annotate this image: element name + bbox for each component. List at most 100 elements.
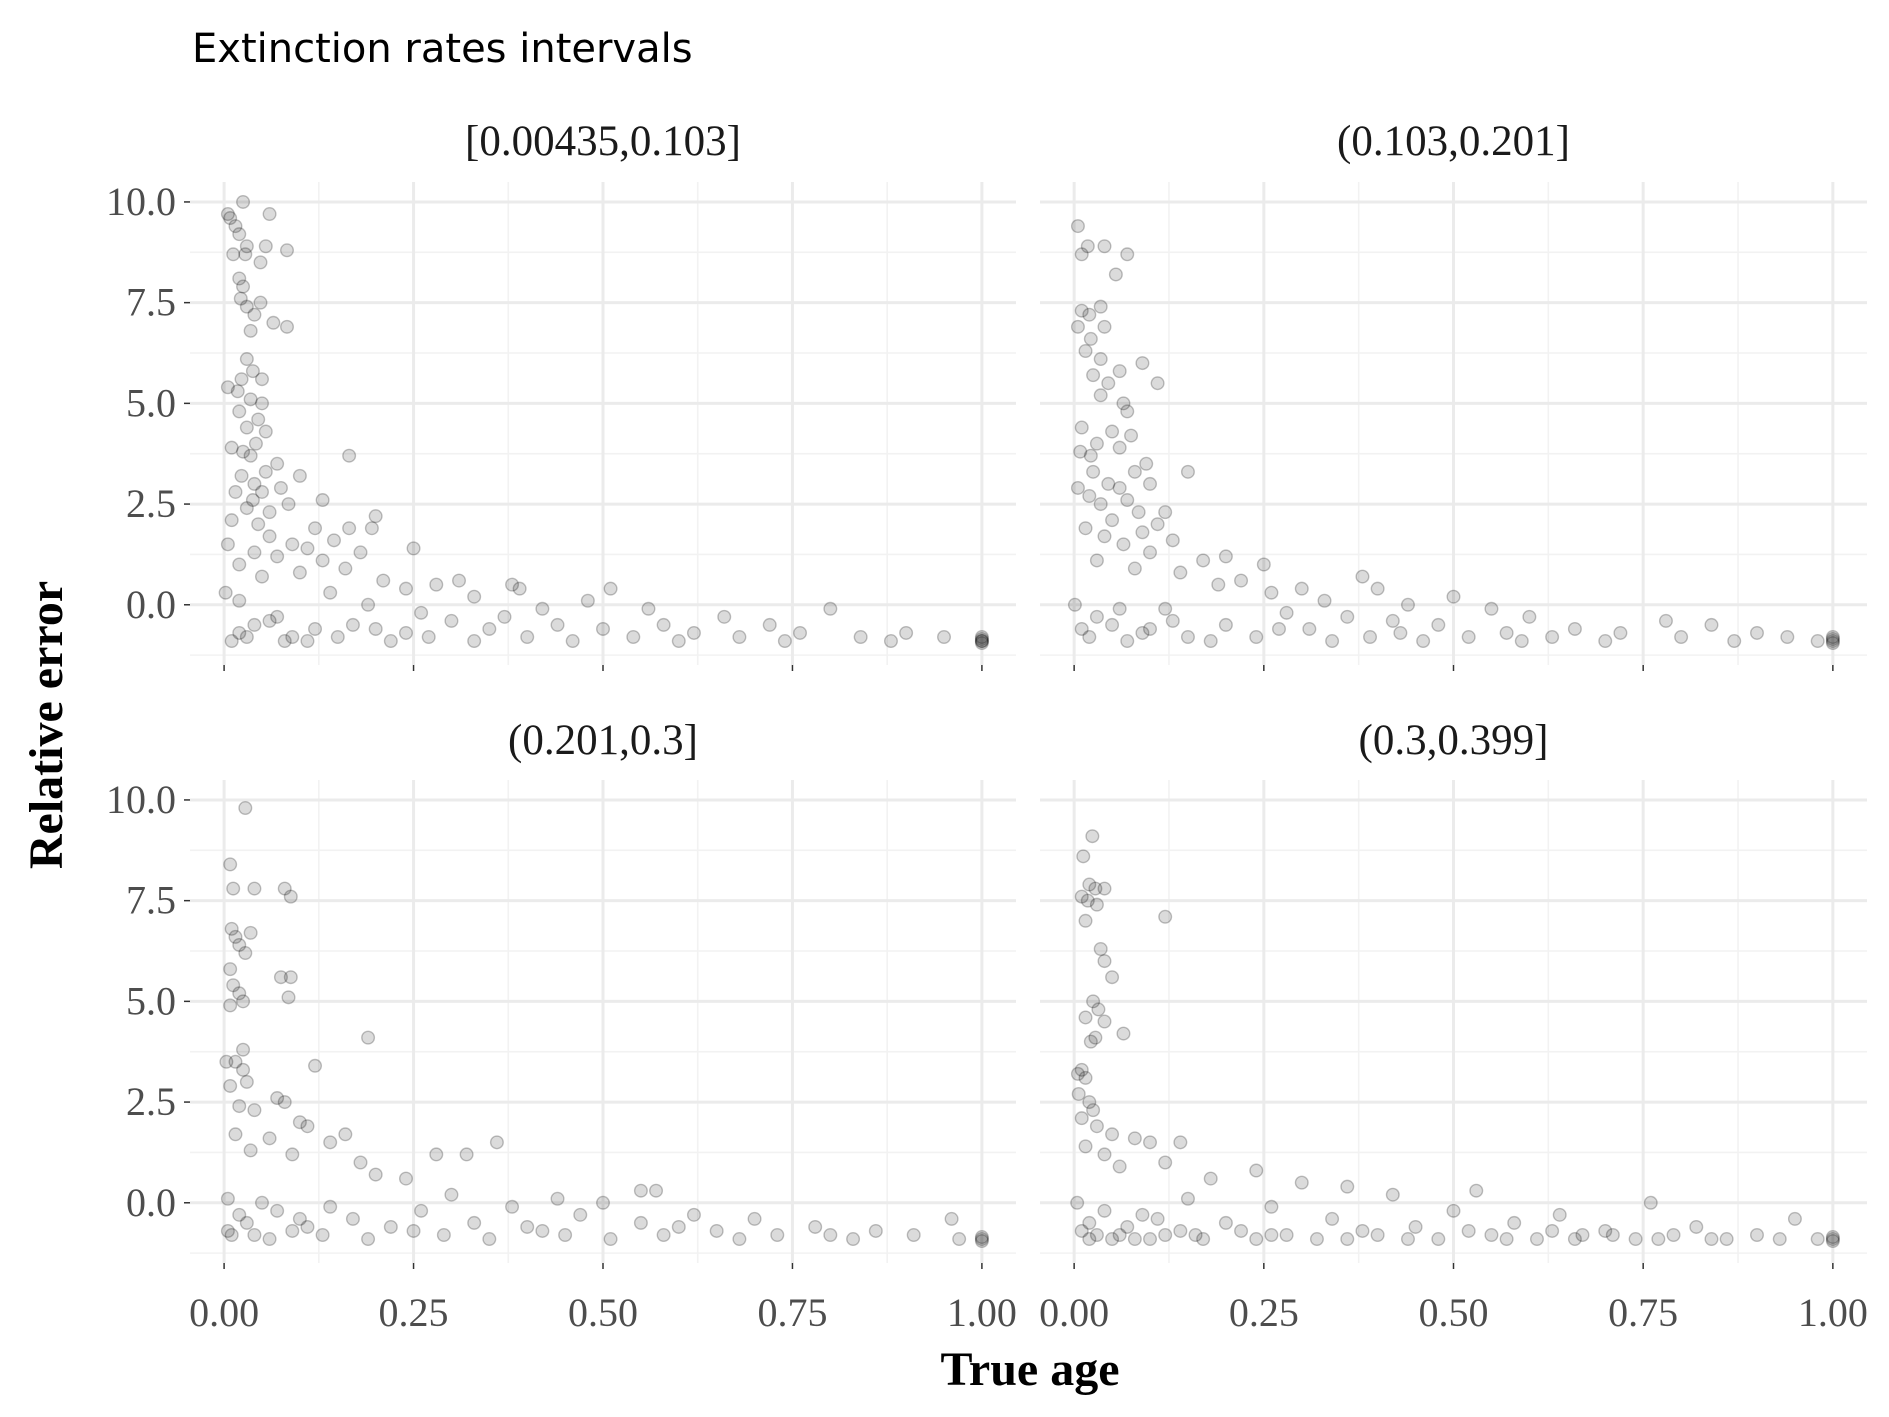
data-point xyxy=(1393,625,1408,640)
data-point xyxy=(315,1228,330,1243)
data-point xyxy=(285,1147,300,1162)
data-point xyxy=(656,617,671,632)
data-point xyxy=(596,1195,611,1210)
data-point xyxy=(520,1219,535,1234)
data-point xyxy=(550,1191,565,1206)
data-point xyxy=(247,307,262,322)
data-point xyxy=(315,553,330,568)
data-point xyxy=(1173,1223,1188,1238)
x-tick-label: 0.25 xyxy=(379,1290,449,1335)
data-point xyxy=(292,565,307,580)
data-point xyxy=(1249,1232,1264,1247)
data-point xyxy=(285,1223,300,1238)
x-axis-title: True age xyxy=(940,1343,1119,1396)
y-tick-label: 5.0 xyxy=(126,978,176,1023)
data-point xyxy=(283,970,298,985)
data-point xyxy=(223,962,238,977)
data-point xyxy=(239,239,254,254)
data-point xyxy=(270,456,285,471)
data-point xyxy=(224,513,239,528)
data-point xyxy=(1086,464,1101,479)
data-point xyxy=(1082,1095,1097,1110)
data-point xyxy=(1127,464,1142,479)
data-point xyxy=(1484,1228,1499,1243)
data-point xyxy=(906,1228,921,1243)
data-point xyxy=(1108,267,1123,282)
x-tick-label: 0.25 xyxy=(1229,1290,1299,1335)
data-point xyxy=(1325,634,1340,649)
panel-points xyxy=(218,194,989,651)
data-point xyxy=(974,1230,989,1245)
data-point xyxy=(326,533,341,548)
data-point xyxy=(1105,424,1120,439)
data-point xyxy=(770,1228,785,1243)
data-point xyxy=(232,593,247,608)
data-point xyxy=(603,581,618,596)
data-point xyxy=(368,1167,383,1182)
data-point xyxy=(243,323,258,338)
data-point xyxy=(512,581,527,596)
data-point xyxy=(1234,573,1249,588)
data-point xyxy=(281,497,296,512)
data-point xyxy=(292,1115,307,1130)
data-point xyxy=(248,436,263,451)
data-point xyxy=(1093,941,1108,956)
data-point xyxy=(1086,994,1101,1009)
data-point xyxy=(1173,565,1188,580)
data-point xyxy=(1605,1228,1620,1243)
data-point xyxy=(224,1228,239,1243)
data-point xyxy=(1385,1187,1400,1202)
data-point xyxy=(1070,319,1085,334)
data-point xyxy=(251,517,266,532)
data-point xyxy=(1097,239,1112,254)
data-point xyxy=(808,1219,823,1234)
data-point xyxy=(224,634,239,649)
data-point xyxy=(270,549,285,564)
data-point xyxy=(1139,456,1154,471)
data-point xyxy=(254,569,269,584)
data-point xyxy=(626,630,641,645)
data-point xyxy=(899,625,914,640)
data-point xyxy=(1431,1232,1446,1247)
data-point xyxy=(1188,1228,1203,1243)
data-point xyxy=(686,625,701,640)
data-point xyxy=(383,1219,398,1234)
data-point xyxy=(1143,1232,1158,1247)
data-point xyxy=(220,537,235,552)
data-point xyxy=(1143,545,1158,560)
data-point xyxy=(974,636,989,651)
data-point xyxy=(1078,343,1093,358)
data-point xyxy=(1196,553,1211,568)
data-point xyxy=(247,1103,262,1118)
data-point xyxy=(232,557,247,572)
data-point xyxy=(1249,630,1264,645)
data-point xyxy=(232,227,247,242)
data-point xyxy=(1514,634,1529,649)
data-point xyxy=(1080,239,1095,254)
data-point xyxy=(232,271,247,286)
data-point xyxy=(239,1074,254,1089)
data-point xyxy=(234,468,249,483)
data-point xyxy=(732,630,747,645)
data-point xyxy=(323,1199,338,1214)
data-point xyxy=(1825,1230,1840,1245)
data-point xyxy=(565,634,580,649)
data-point xyxy=(226,881,241,896)
data-point xyxy=(1279,605,1294,620)
data-point xyxy=(1674,630,1689,645)
data-point xyxy=(262,529,277,544)
data-point xyxy=(1088,1030,1103,1045)
data-point xyxy=(1086,368,1101,383)
data-point xyxy=(258,424,273,439)
data-point xyxy=(1105,970,1120,985)
data-point xyxy=(1180,630,1195,645)
data-point xyxy=(1074,1111,1089,1126)
data-point xyxy=(671,634,686,649)
data-point xyxy=(247,476,262,491)
data-point xyxy=(1567,1232,1582,1247)
data-point xyxy=(1093,299,1108,314)
data-point xyxy=(1089,897,1104,912)
data-point xyxy=(1078,913,1093,928)
data-point xyxy=(1074,303,1089,318)
